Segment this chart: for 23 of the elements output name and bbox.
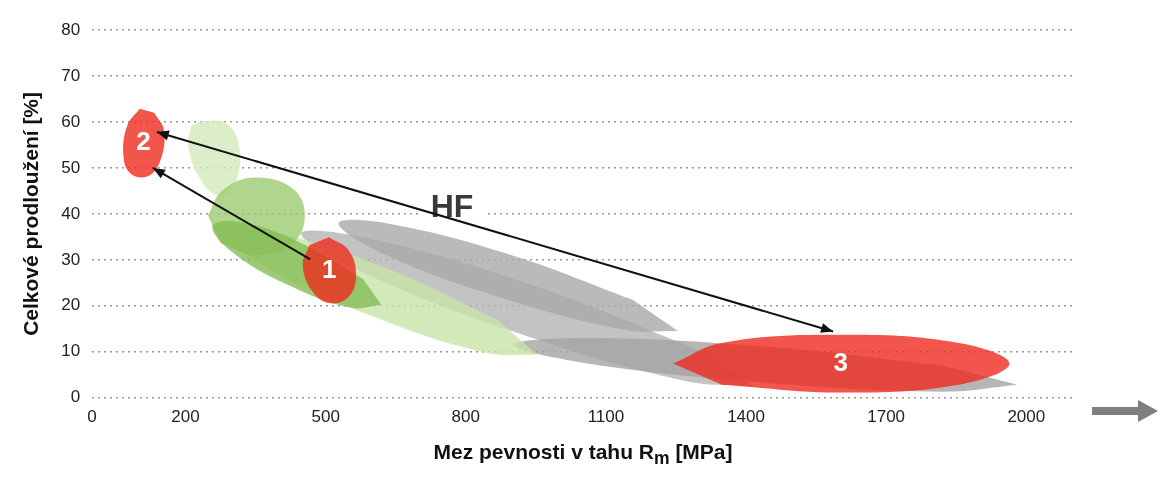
- y-tick-label: 20: [61, 295, 81, 315]
- x-tick-label: 2000: [1007, 407, 1046, 427]
- annotation: 3: [833, 346, 848, 377]
- x-tick-label: 1400: [727, 407, 765, 427]
- y-tick-label: 40: [61, 203, 81, 223]
- x-tick-label: 0: [87, 407, 97, 427]
- y-tick-label: 50: [61, 157, 81, 177]
- annotation: 2: [136, 126, 151, 157]
- x-tick-label: 800: [451, 407, 480, 427]
- y-tick-label: 80: [61, 19, 81, 39]
- x-tick-label: 1700: [867, 407, 906, 427]
- x-axis-title: Mez pevnosti v tahu R$_{m}$ [MPa]: [432, 440, 734, 470]
- y-tick-label: 0: [70, 387, 81, 407]
- annotation: HF: [430, 188, 474, 225]
- x-tick-label: 1100: [587, 407, 625, 427]
- y-tick-label: 60: [61, 111, 81, 131]
- x-tick-label: 500: [311, 407, 340, 427]
- y-tick-label: 30: [61, 249, 81, 269]
- x-tick-label: 200: [171, 407, 200, 427]
- annotation: 1: [322, 253, 337, 284]
- y-tick-label: 10: [61, 341, 81, 361]
- y-tick-label: 70: [61, 65, 81, 85]
- y-axis-title: Celkové prodloužení [%]: [19, 91, 43, 336]
